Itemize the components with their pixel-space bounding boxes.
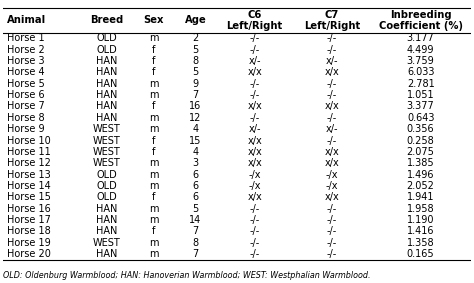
- Text: OLD: Oldenburg Warmblood; HAN: Hanoverian Warmblood; WEST: Westphalian Warmblood: OLD: Oldenburg Warmblood; HAN: Hanoveria…: [3, 271, 370, 280]
